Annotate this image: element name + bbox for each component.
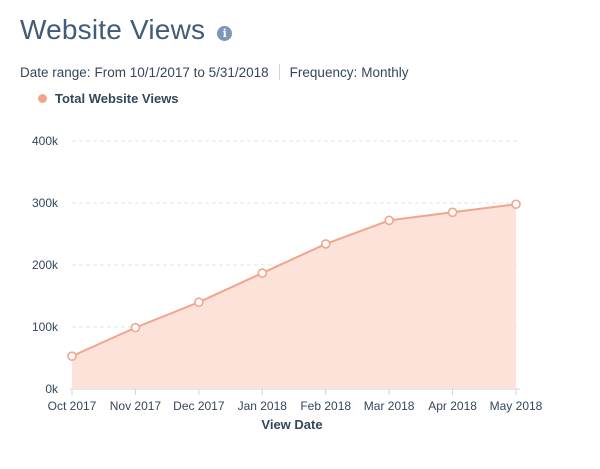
frequency-value: Monthly — [361, 64, 409, 80]
page-title: Website Views — [20, 14, 206, 45]
y-tick-label: 100k — [32, 320, 59, 334]
series-points — [67, 199, 521, 361]
info-icon[interactable]: i — [217, 25, 233, 41]
frequency-label: Frequency: — [289, 64, 358, 80]
y-tick-label: 400k — [32, 134, 59, 148]
y-tick-label: 0k — [45, 382, 59, 396]
data-point[interactable] — [511, 199, 521, 210]
x-tick-label: Mar 2018 — [364, 399, 415, 413]
chart-header: Website Views i — [20, 14, 233, 46]
x-tick-label: Oct 2017 — [48, 399, 97, 413]
y-tick-label: 300k — [32, 196, 59, 210]
data-point[interactable] — [384, 215, 394, 226]
y-tick-label: 200k — [32, 258, 59, 272]
x-tick-label: Feb 2018 — [300, 399, 351, 413]
x-axis-title: View Date — [261, 417, 322, 432]
series-area — [72, 204, 516, 389]
meta-divider — [278, 64, 280, 80]
x-tick-label: Jan 2018 — [238, 399, 288, 413]
data-point[interactable] — [447, 207, 458, 218]
x-axis: Oct 2017 Nov 2017 Dec 2017 Jan 2018 Feb 2018… — [48, 388, 543, 413]
data-point[interactable] — [320, 239, 331, 249]
x-tick-label: Nov 2017 — [110, 399, 162, 413]
x-tick-label: Apr 2018 — [428, 399, 477, 413]
data-point[interactable] — [257, 268, 268, 278]
y-axis: 0k 100k 200k 300k 400k — [32, 134, 59, 396]
legend-label: Total Website Views — [55, 91, 179, 106]
legend-swatch — [38, 94, 47, 103]
data-point[interactable] — [130, 322, 141, 333]
x-tick-label: Dec 2017 — [173, 399, 225, 413]
chart-legend[interactable]: Total Website Views — [38, 91, 179, 106]
date-range-label: Date range: — [20, 64, 91, 80]
report-meta: Date range: From 10/1/2017 to 5/31/2018 … — [20, 64, 409, 80]
data-point[interactable] — [67, 351, 77, 361]
series-line — [71, 203, 517, 358]
data-point[interactable] — [194, 297, 204, 308]
date-range-value: From 10/1/2017 to 5/31/2018 — [94, 64, 269, 80]
x-tick-label: May 2018 — [490, 399, 543, 413]
